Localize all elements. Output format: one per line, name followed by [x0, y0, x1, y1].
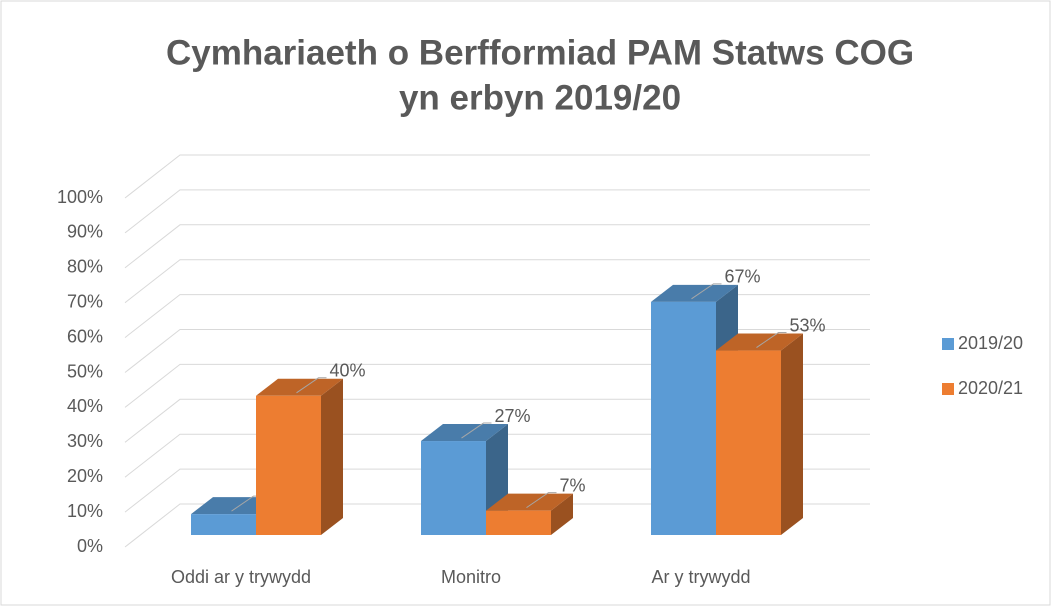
grid-line	[124, 503, 870, 548]
legend-swatch	[942, 383, 954, 395]
bar-top	[716, 333, 803, 351]
grid-line	[124, 294, 870, 338]
value-label: 53%	[790, 315, 826, 335]
x-tick-label: Oddi ar y trywydd	[171, 567, 311, 587]
leader-line	[691, 283, 722, 300]
chart-title: Cymhariaeth o Berfformiad PAM Statws COG	[166, 33, 914, 72]
bar-side	[321, 378, 343, 535]
y-tick-label: 40%	[67, 396, 103, 416]
grid-line	[124, 329, 870, 373]
leader-line	[756, 332, 787, 348]
value-label: 7%	[560, 475, 586, 495]
y-tick-label: 50%	[67, 361, 103, 381]
bar-top	[651, 284, 738, 302]
y-tick-label: 20%	[67, 466, 103, 486]
x-tick-label: Ar y trywydd	[651, 567, 750, 587]
bar	[421, 441, 486, 535]
bar	[256, 395, 321, 535]
grid-line	[124, 259, 870, 304]
leader-line	[296, 377, 327, 394]
grid-line	[124, 468, 870, 513]
bar	[191, 514, 256, 535]
bar	[716, 350, 781, 535]
bar	[651, 301, 716, 535]
bar-top	[421, 424, 508, 442]
y-tick-label: 90%	[67, 222, 103, 242]
y-tick-label: 60%	[67, 326, 103, 346]
y-tick-label: 70%	[67, 291, 103, 311]
y-tick-label: 10%	[67, 501, 103, 521]
x-tick-label: Monitro	[441, 567, 501, 587]
bar-side	[551, 493, 573, 535]
grid-line	[124, 224, 870, 269]
grid-line	[124, 433, 870, 478]
legend-label: 2020/21	[958, 378, 1023, 398]
bar-top	[256, 378, 343, 396]
y-tick-label: 30%	[67, 431, 103, 451]
y-tick-label: 100%	[57, 187, 103, 207]
grid-line	[124, 154, 870, 199]
value-label: 67%	[725, 267, 761, 287]
grid-line	[124, 398, 870, 443]
y-tick-label: 80%	[67, 257, 103, 277]
grid-line	[124, 189, 870, 234]
legend-swatch	[942, 338, 954, 350]
value-label: 40%	[330, 361, 366, 381]
y-tick-label: 0%	[77, 536, 103, 556]
bar-side	[781, 333, 803, 535]
value-label: 27%	[495, 406, 531, 426]
leader-line	[526, 492, 557, 509]
bar-top	[486, 493, 573, 511]
legend-label: 2019/20	[958, 333, 1023, 353]
chart-title: yn erbyn 2019/20	[399, 78, 681, 117]
bar	[486, 510, 551, 535]
grid-line	[124, 363, 870, 408]
leader-line	[461, 422, 492, 439]
